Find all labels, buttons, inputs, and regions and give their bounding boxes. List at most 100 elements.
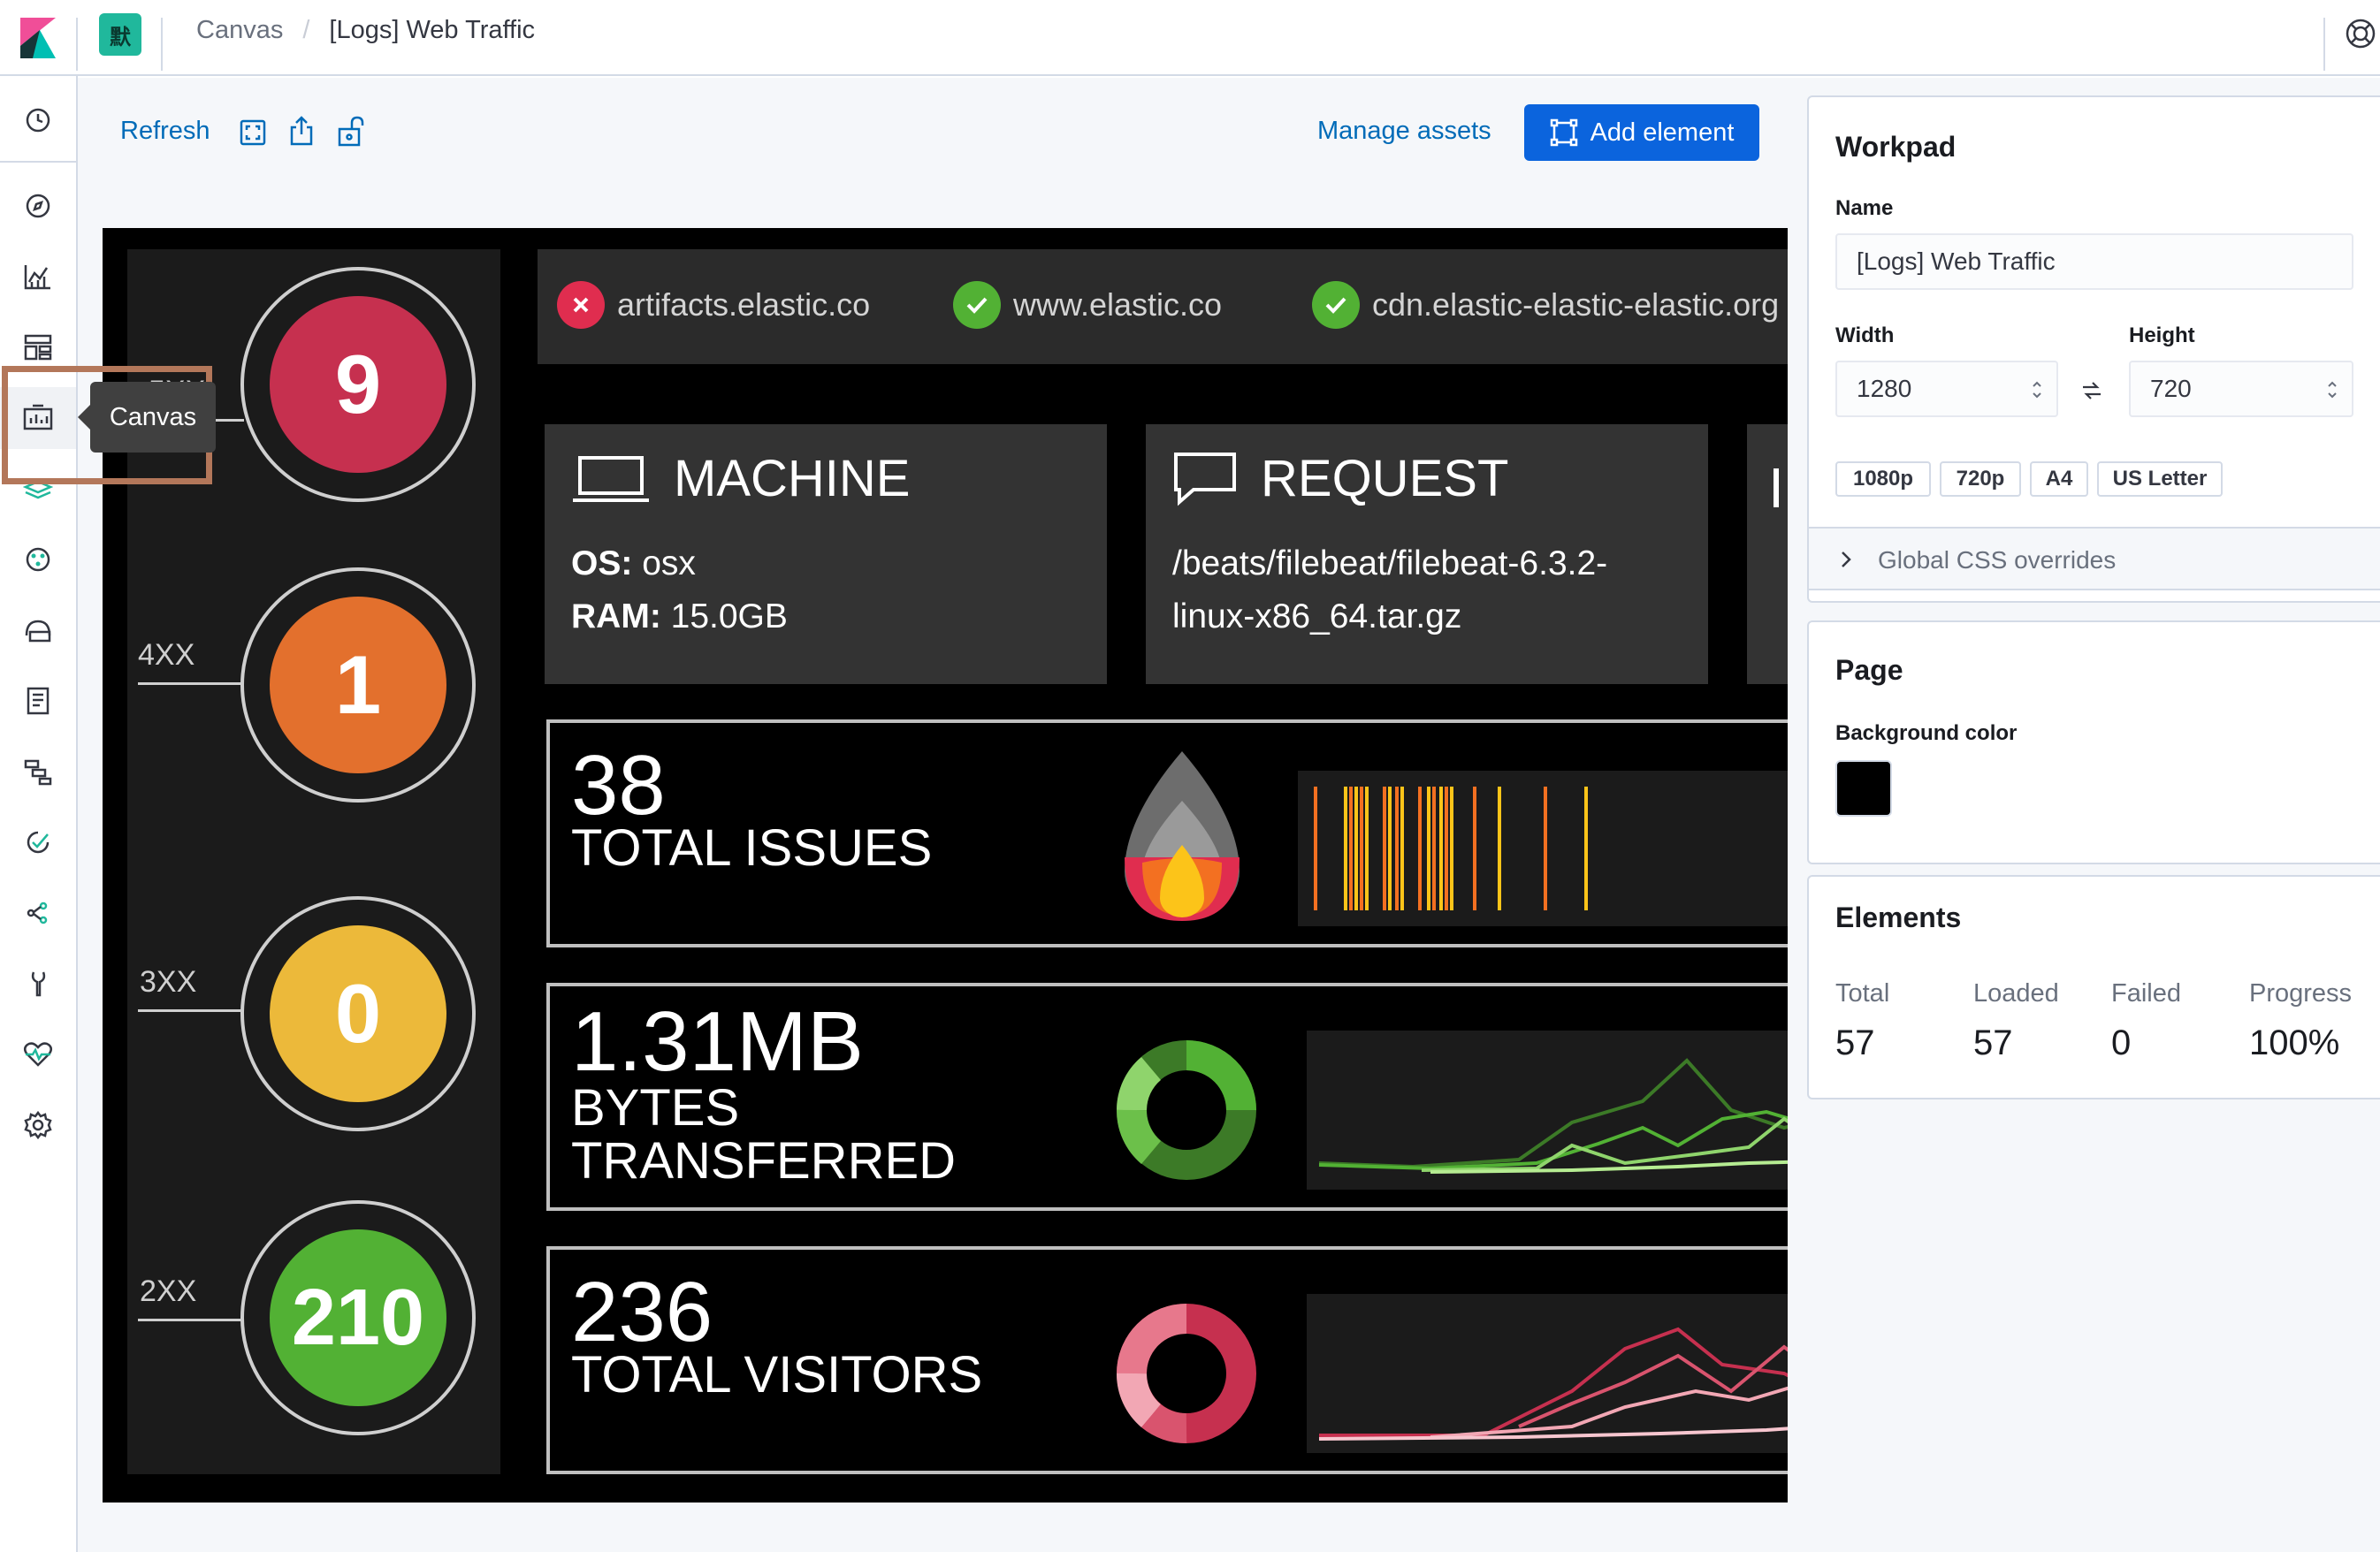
- nav-visualize[interactable]: [0, 246, 76, 308]
- nav-logs[interactable]: [0, 670, 76, 732]
- host-name: www.elastic.co: [1013, 286, 1223, 323]
- bg-color-swatch[interactable]: [1835, 760, 1892, 817]
- fire-icon: [1125, 751, 1240, 921]
- status-connector: [138, 1009, 244, 1012]
- status-code-panel[interactable]: 5XX 9 4XX 1 3XX 0 2XX 210: [127, 249, 500, 1474]
- nav-machine-learning[interactable]: [0, 529, 76, 590]
- status-ring-2xx[interactable]: 210: [240, 1200, 476, 1435]
- os-value: osx: [642, 544, 696, 582]
- add-element-button[interactable]: Add element: [1524, 104, 1759, 161]
- preset-a4-button[interactable]: A4: [2030, 461, 2088, 497]
- preset-us-letter-button[interactable]: US Letter: [2097, 461, 2223, 497]
- barcode-bar: [1388, 787, 1392, 910]
- stepper-icon[interactable]: [2030, 378, 2044, 401]
- barcode-bar: [1365, 787, 1369, 910]
- uptime-icon: [27, 831, 50, 854]
- host-item: www.elastic.co: [953, 281, 1222, 329]
- width-label: Width: [1835, 323, 1895, 347]
- os-label: OS:: [571, 544, 633, 582]
- nav-graph[interactable]: [0, 882, 76, 944]
- preset-720p-button[interactable]: 720p: [1940, 461, 2021, 497]
- status-value-5xx: 9: [270, 296, 446, 473]
- nav-canvas[interactable]: [0, 387, 76, 449]
- nav-dashboard[interactable]: [0, 316, 76, 378]
- header-divider: [76, 18, 78, 71]
- issues-barcode-chart: [1298, 771, 1788, 926]
- name-input[interactable]: [Logs] Web Traffic: [1835, 233, 2353, 290]
- gear-icon: [24, 1110, 52, 1140]
- nav-infrastructure[interactable]: [0, 599, 76, 661]
- space-avatar[interactable]: 默: [99, 13, 141, 56]
- request-header: REQUEST: [1172, 449, 1508, 508]
- machine-learning-icon: [26, 547, 50, 572]
- bytes-donut-chart: [1117, 1040, 1256, 1180]
- breadcrumb-canvas[interactable]: Canvas: [196, 16, 284, 44]
- side-nav: [0, 76, 78, 1552]
- status-connector: [138, 682, 244, 685]
- page-title: Page: [1835, 654, 1903, 686]
- total-visitors-card[interactable]: 236 TOTAL VISITORS: [546, 1246, 1788, 1474]
- nav-recently-viewed[interactable]: [0, 89, 76, 151]
- lock-icon[interactable]: [336, 115, 366, 147]
- share-icon[interactable]: [288, 115, 315, 147]
- third-info-card[interactable]: [1747, 424, 1788, 684]
- machine-title: MACHINE: [674, 450, 911, 507]
- nav-maps[interactable]: [0, 458, 76, 520]
- nav-monitoring[interactable]: [0, 1023, 76, 1085]
- dashboard-icon: [24, 334, 52, 361]
- manage-assets-button[interactable]: Manage assets: [1317, 117, 1491, 145]
- breadcrumb-workpad: [Logs] Web Traffic: [329, 16, 536, 44]
- barcode-bar: [1498, 787, 1501, 910]
- machine-os: OS: osx: [571, 544, 696, 583]
- visitors-line-chart: [1307, 1294, 1788, 1453]
- width-value: 1280: [1857, 375, 1912, 402]
- host-status-bar[interactable]: artifacts.elastic.co www.elastic.co cdn.…: [538, 249, 1788, 364]
- stepper-icon[interactable]: [2325, 378, 2339, 401]
- swap-dimensions-icon[interactable]: [2079, 378, 2104, 403]
- header-divider: [2323, 18, 2325, 71]
- workpad-page[interactable]: 5XX 9 4XX 1 3XX 0 2XX 210 artifacts.elas…: [103, 228, 1788, 1503]
- nav-apm[interactable]: [0, 741, 76, 803]
- nav-discover[interactable]: [0, 175, 76, 237]
- kibana-logo[interactable]: [0, 0, 76, 76]
- barcode-bar: [1349, 787, 1353, 910]
- elements-stats-card: Elements Total 57 Loaded 57 Failed 0 Pro…: [1807, 875, 2380, 1099]
- help-icon[interactable]: [2345, 18, 2376, 49]
- canvas-icon: [23, 404, 53, 430]
- stat-loaded-label: Loaded: [1973, 979, 2059, 1008]
- status-ring-3xx[interactable]: 0: [240, 896, 476, 1131]
- request-card[interactable]: REQUEST /beats/filebeat/filebeat-6.3.2- …: [1146, 424, 1708, 684]
- status-ring-5xx[interactable]: 9: [240, 267, 476, 502]
- status-ring-4xx[interactable]: 1: [240, 567, 476, 803]
- refresh-button[interactable]: Refresh: [120, 117, 210, 145]
- visitors-donut-chart: [1117, 1304, 1256, 1443]
- bytes-transferred-card[interactable]: 1.31MB BYTES TRANSFERRED: [546, 983, 1788, 1211]
- request-path-line2: linux-x86_64.tar.gz: [1172, 597, 1462, 635]
- global-css-accordion[interactable]: Global CSS overrides: [1809, 527, 2380, 590]
- barcode-bar: [1418, 787, 1422, 910]
- preset-1080p-button[interactable]: 1080p: [1835, 461, 1931, 497]
- status-value-4xx: 1: [270, 597, 446, 773]
- barcode-bar: [1439, 787, 1443, 910]
- total-issues-label: TOTAL ISSUES: [571, 819, 933, 877]
- height-value: 720: [2150, 375, 2192, 402]
- sidebar-panel: Workpad Name [Logs] Web Traffic Width 12…: [1788, 78, 2380, 1552]
- total-issues-card[interactable]: 38 TOTAL ISSUES: [546, 719, 1788, 947]
- width-input[interactable]: 1280: [1835, 361, 2058, 417]
- fullscreen-icon[interactable]: [239, 118, 267, 147]
- nav-management[interactable]: [0, 1094, 76, 1156]
- barcode-bar: [1344, 787, 1347, 910]
- request-title: REQUEST: [1261, 450, 1509, 507]
- check-icon: [953, 281, 1001, 329]
- bg-color-label: Background color: [1835, 721, 2018, 745]
- nav-dev-tools[interactable]: [0, 953, 76, 1015]
- error-icon: [557, 281, 605, 329]
- status-label-2xx: 2XX: [140, 1274, 197, 1308]
- logs-icon: [27, 687, 50, 715]
- clock-icon: [26, 108, 50, 133]
- height-input[interactable]: 720: [2129, 361, 2353, 417]
- nav-uptime[interactable]: [0, 811, 76, 873]
- machine-card[interactable]: MACHINE OS: osx RAM: 15.0GB: [545, 424, 1107, 684]
- barcode-bar: [1400, 787, 1404, 910]
- bytes-transferred-value: 1.31MB: [571, 994, 864, 1089]
